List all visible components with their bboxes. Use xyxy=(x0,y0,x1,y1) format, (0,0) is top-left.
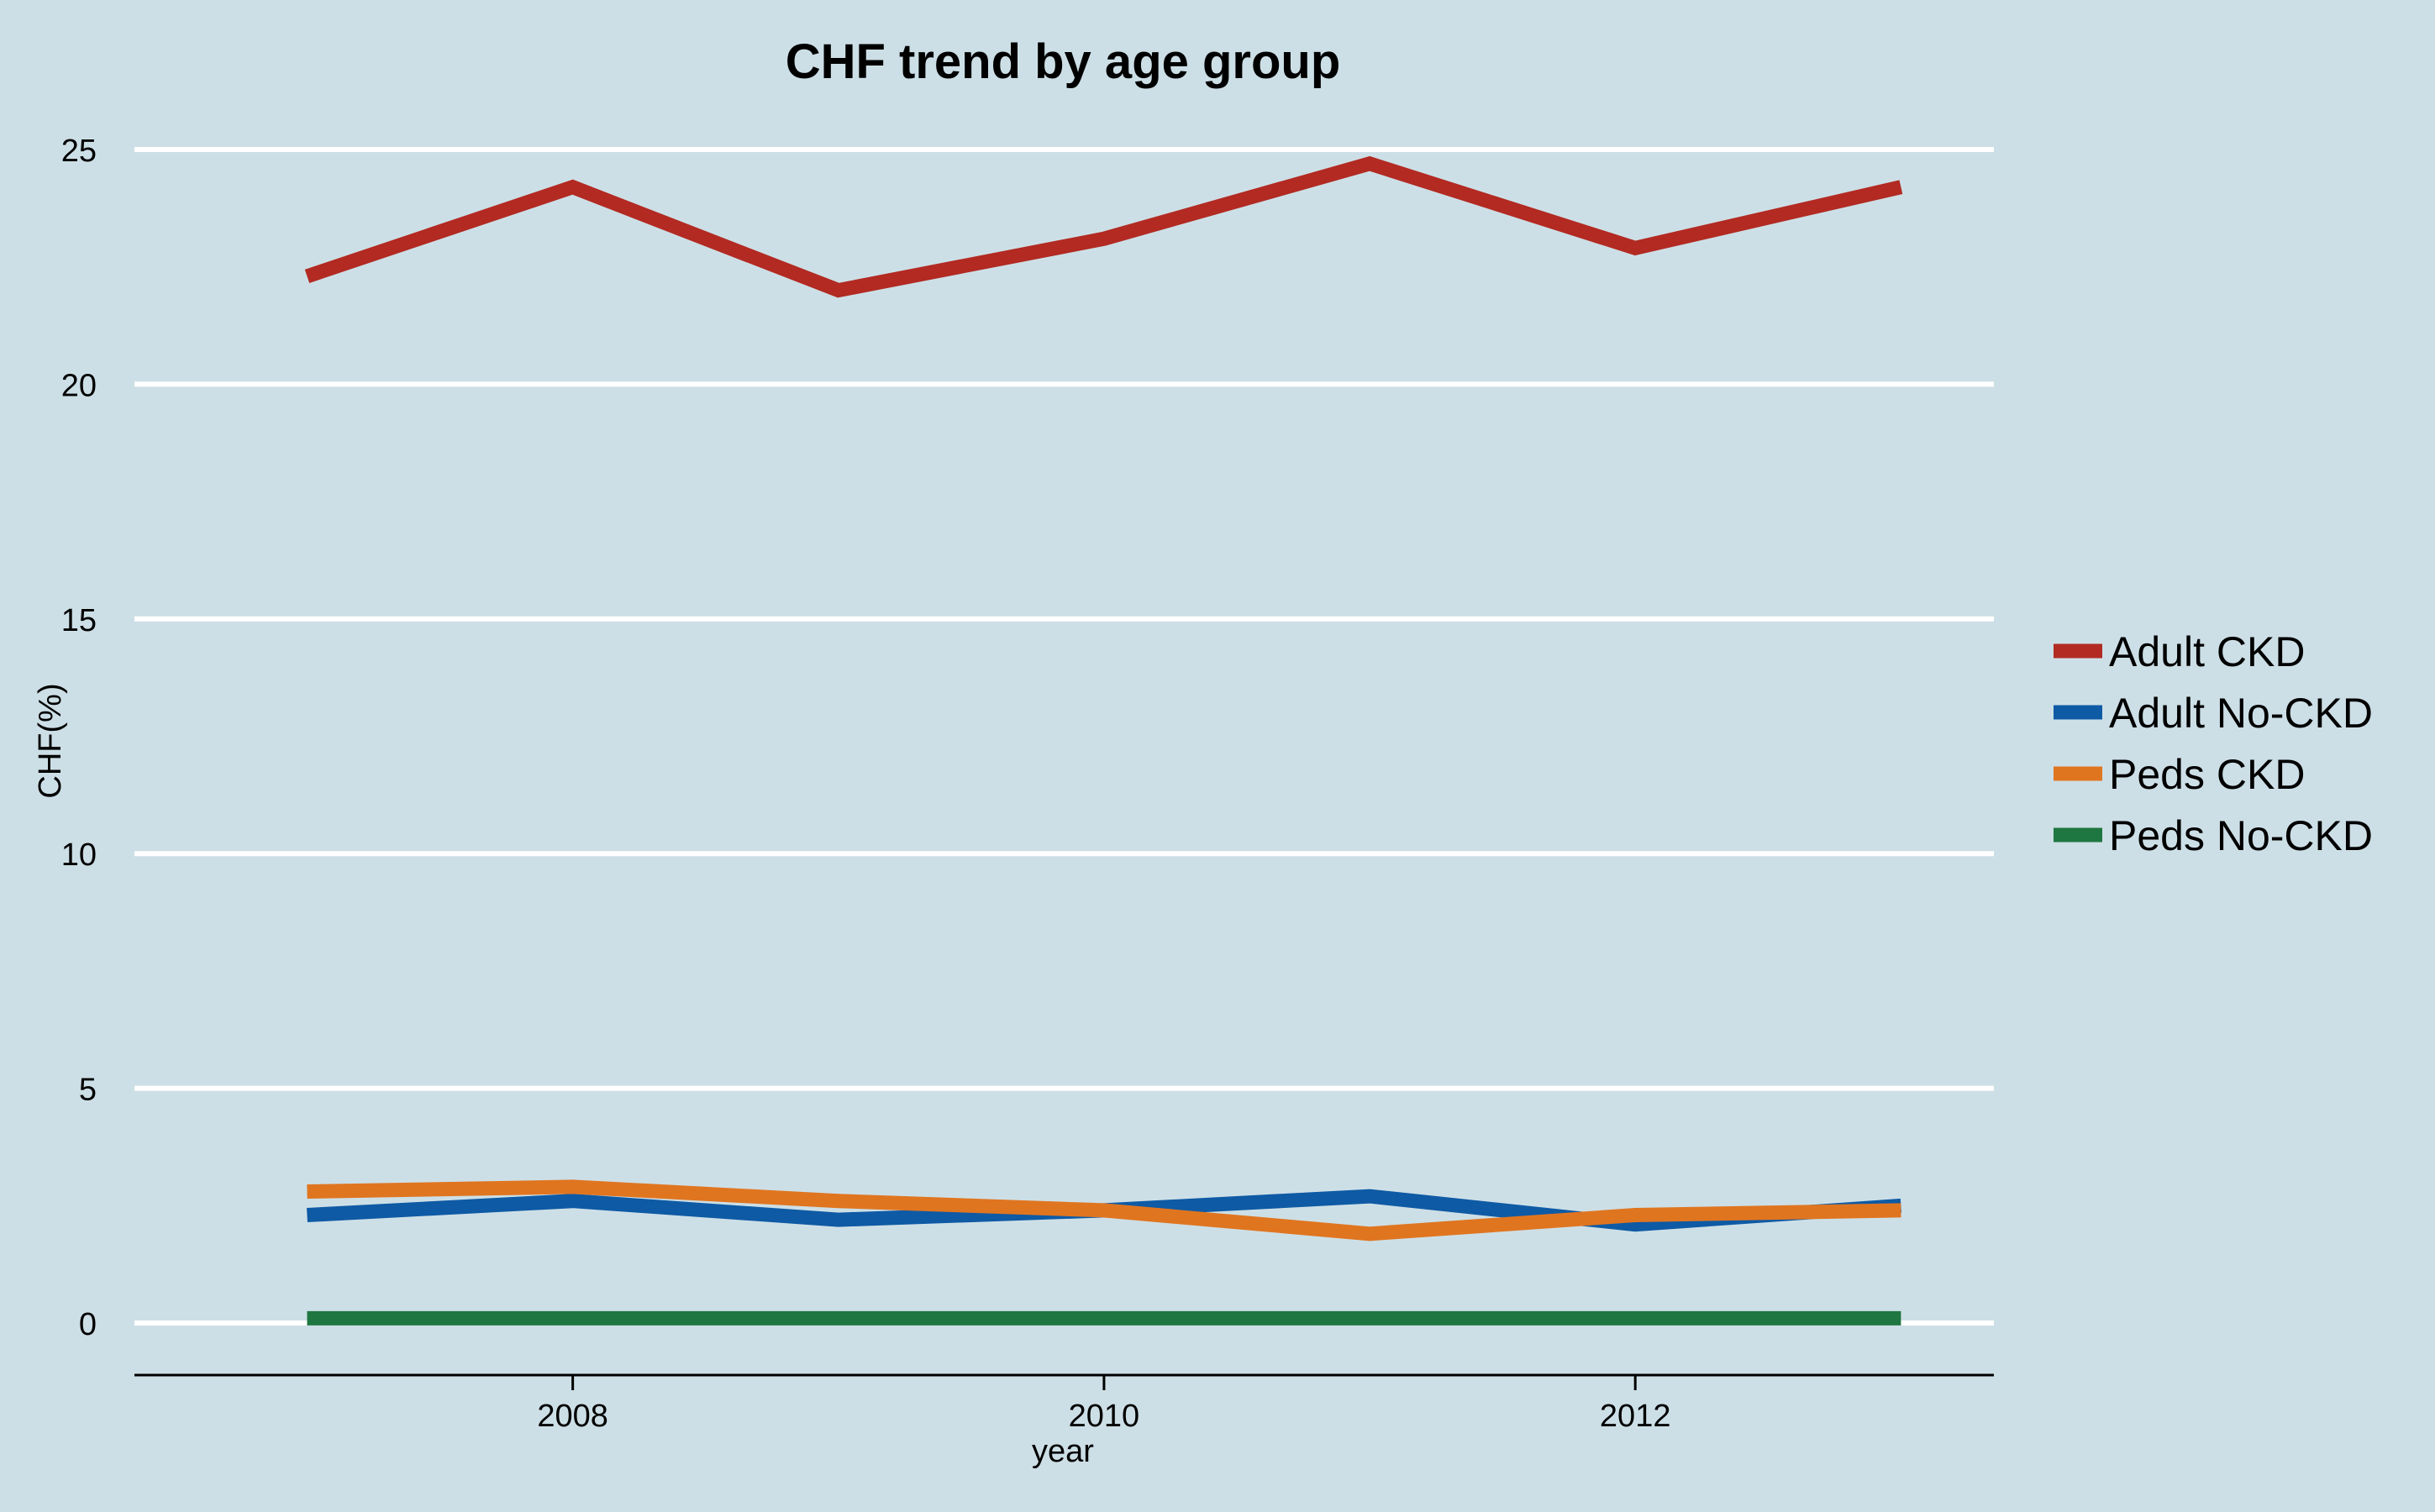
legend-label: Adult No-CKD xyxy=(2109,690,2373,737)
series-line-adult-ckd xyxy=(304,155,1903,298)
axes: 2008 2010 2012 xyxy=(134,1373,1994,1434)
x-tick-label: 2008 xyxy=(537,1399,608,1434)
legend-item: Peds No-CKD xyxy=(2054,812,2373,859)
y-tick-label: 5 xyxy=(79,1073,97,1108)
legend-label: Peds CKD xyxy=(2109,751,2305,798)
x-tick-label: 2010 xyxy=(1069,1399,1140,1434)
chart-title: CHF trend by age group xyxy=(786,34,1341,89)
x-tick-label: 2012 xyxy=(1600,1399,1671,1434)
y-tick-label: 15 xyxy=(61,603,97,638)
y-tick-label: 20 xyxy=(61,368,97,403)
y-tick-label: 25 xyxy=(61,134,97,169)
series-line-peds-ckd xyxy=(307,1179,1901,1242)
legend-item: Adult CKD xyxy=(2054,628,2305,675)
legend-item: Peds CKD xyxy=(2054,751,2305,798)
legend-item: Adult No-CKD xyxy=(2054,690,2373,737)
y-tick-label: 0 xyxy=(79,1307,97,1342)
grid-lines: 0 5 10 15 20 25 xyxy=(61,134,1994,1342)
y-axis-title: CHF(%) xyxy=(33,683,68,798)
x-axis-title: year xyxy=(1032,1434,1094,1469)
legend-label: Adult CKD xyxy=(2109,628,2305,675)
series-lines xyxy=(304,155,1903,1326)
y-tick-label: 10 xyxy=(61,837,97,873)
legend-label: Peds No-CKD xyxy=(2109,812,2373,859)
legend: Adult CKD Adult No-CKD Peds CKD Peds No-CKD xyxy=(2054,628,2373,859)
